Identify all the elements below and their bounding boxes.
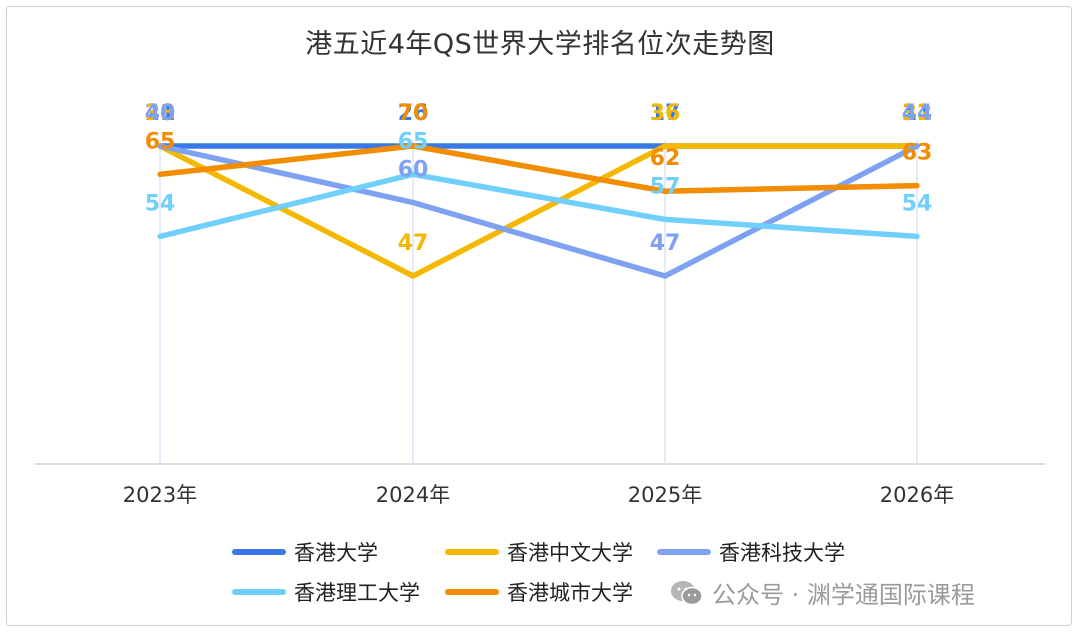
x-tick-label: 2024年 [376, 483, 450, 507]
data-label: 36 [650, 101, 681, 126]
legend-swatch [445, 589, 499, 595]
data-label: 57 [650, 174, 681, 199]
x-tick-label: 2026年 [880, 483, 954, 507]
data-label: 21 [145, 101, 176, 126]
legend-label: 香港城市大学 [507, 581, 633, 605]
x-tick-label: 2023年 [123, 483, 197, 507]
data-label: 60 [398, 158, 429, 183]
series-line-1 [157, 143, 920, 279]
data-label: 11 [902, 101, 933, 126]
data-label: 63 [902, 141, 933, 166]
x-tick-label: 2025年 [628, 483, 702, 507]
legend-item: 香港大学 [232, 537, 378, 567]
data-label: 26 [398, 101, 429, 126]
legend-label: 香港大学 [294, 541, 378, 565]
data-label: 32 [902, 101, 933, 126]
data-label: 47 [398, 231, 429, 256]
data-label: 70 [398, 101, 429, 126]
data-label: 65 [398, 129, 429, 154]
data-label: 62 [650, 146, 681, 171]
axis-layer: 2023年 2024年 2025年 2026年 [35, 463, 1045, 507]
data-label: 54 [145, 191, 176, 216]
data-label: 44 [902, 101, 933, 126]
legend-label: 香港科技大学 [719, 541, 845, 565]
chart-title: 港五近4年QS世界大学排名位次走势图 [305, 29, 775, 60]
legend-label: 香港理工大学 [294, 581, 420, 605]
legend-swatch [445, 549, 499, 555]
series-line-4 [157, 143, 920, 194]
legend-item: 香港科技大学 [657, 537, 845, 567]
series-line-3 [157, 171, 920, 240]
label-layer: 21 26 17 11 38 47 36 32 40 60 47 44 54 65 57 54 65 70 62 63 [145, 101, 933, 256]
data-label: 47 [650, 231, 681, 256]
legend-swatch [232, 589, 286, 595]
series-line-2 [157, 143, 920, 279]
data-label: 54 [902, 191, 933, 216]
legend-swatch [232, 549, 286, 555]
legend-label: 香港中文大学 [507, 541, 633, 565]
legend-item: 香港理工大学 [232, 577, 420, 607]
legend-swatch [657, 549, 711, 555]
data-label: 65 [145, 129, 176, 154]
series-layer [157, 143, 920, 279]
watermark-text: 公众号 · 渊学通国际课程 [712, 581, 975, 609]
guide-layer [159, 140, 918, 464]
data-label: 17 [650, 101, 681, 126]
data-label: 40 [145, 101, 176, 126]
wechat-icon [671, 580, 703, 605]
chart-frame [6, 6, 1072, 626]
data-label: 38 [145, 101, 176, 126]
watermark: 公众号 · 渊学通国际课程 [670, 575, 975, 610]
legend-item: 香港中文大学 [445, 537, 633, 567]
legend-item: 香港城市大学 [445, 577, 633, 607]
